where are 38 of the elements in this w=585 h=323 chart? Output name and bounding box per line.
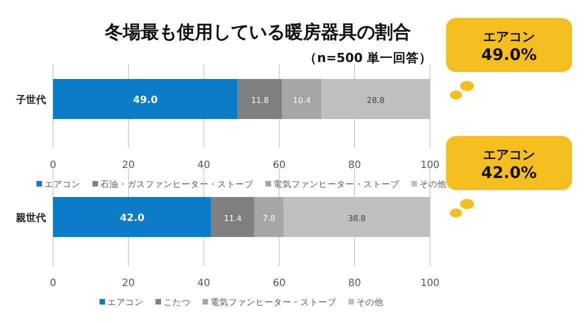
x-tick-label: 20: [122, 160, 135, 171]
data-label: 7.8: [262, 214, 276, 223]
x-tick-label: 0: [50, 160, 56, 171]
legend-label: エアコン: [108, 298, 144, 308]
y-tick-label: 子世代: [15, 94, 46, 106]
legend-label: エアコン: [44, 180, 80, 190]
bar: [53, 79, 238, 119]
x-tick-label: 60: [272, 160, 286, 171]
bar: [238, 79, 282, 119]
data-label: 11.4: [224, 214, 242, 223]
text: エアコン 49.0%: [481, 30, 537, 64]
legend-label: その他: [356, 297, 384, 308]
x-tick-label: 80: [348, 278, 361, 289]
chart-title: 冬場最も使用している暖房器具の割合: [104, 22, 411, 43]
legend-label: その他: [420, 179, 446, 190]
bar: [53, 197, 212, 237]
data-label: 42.0: [120, 213, 145, 224]
data-label: 38.8: [348, 214, 366, 223]
text: エアコン 42.0%: [481, 148, 537, 182]
data-label: 10.4: [292, 96, 311, 105]
x-tick-label: 40: [197, 278, 210, 289]
x-tick-label: 0: [50, 278, 56, 289]
x-tick-label: 100: [420, 278, 440, 289]
bar: [211, 197, 254, 237]
bar: [254, 197, 284, 237]
legend-label: こたつ: [164, 298, 190, 308]
y-tick-label: 親世代: [15, 212, 46, 224]
x-tick-label: 60: [272, 278, 286, 289]
legend-label: 電気ファンヒーター・ストーブ: [210, 297, 338, 308]
chart-subtitle: （n=500 単一回答）: [304, 50, 432, 65]
data-label: 11.8: [251, 96, 269, 105]
data-label: 49.0: [133, 95, 158, 106]
data-label: 28.8: [366, 96, 385, 105]
x-tick-label: 100: [420, 160, 440, 171]
x-tick-label: 40: [197, 160, 210, 171]
bar: [282, 79, 322, 119]
x-tick-label: 80: [348, 160, 361, 171]
x-tick-label: 20: [122, 278, 135, 289]
